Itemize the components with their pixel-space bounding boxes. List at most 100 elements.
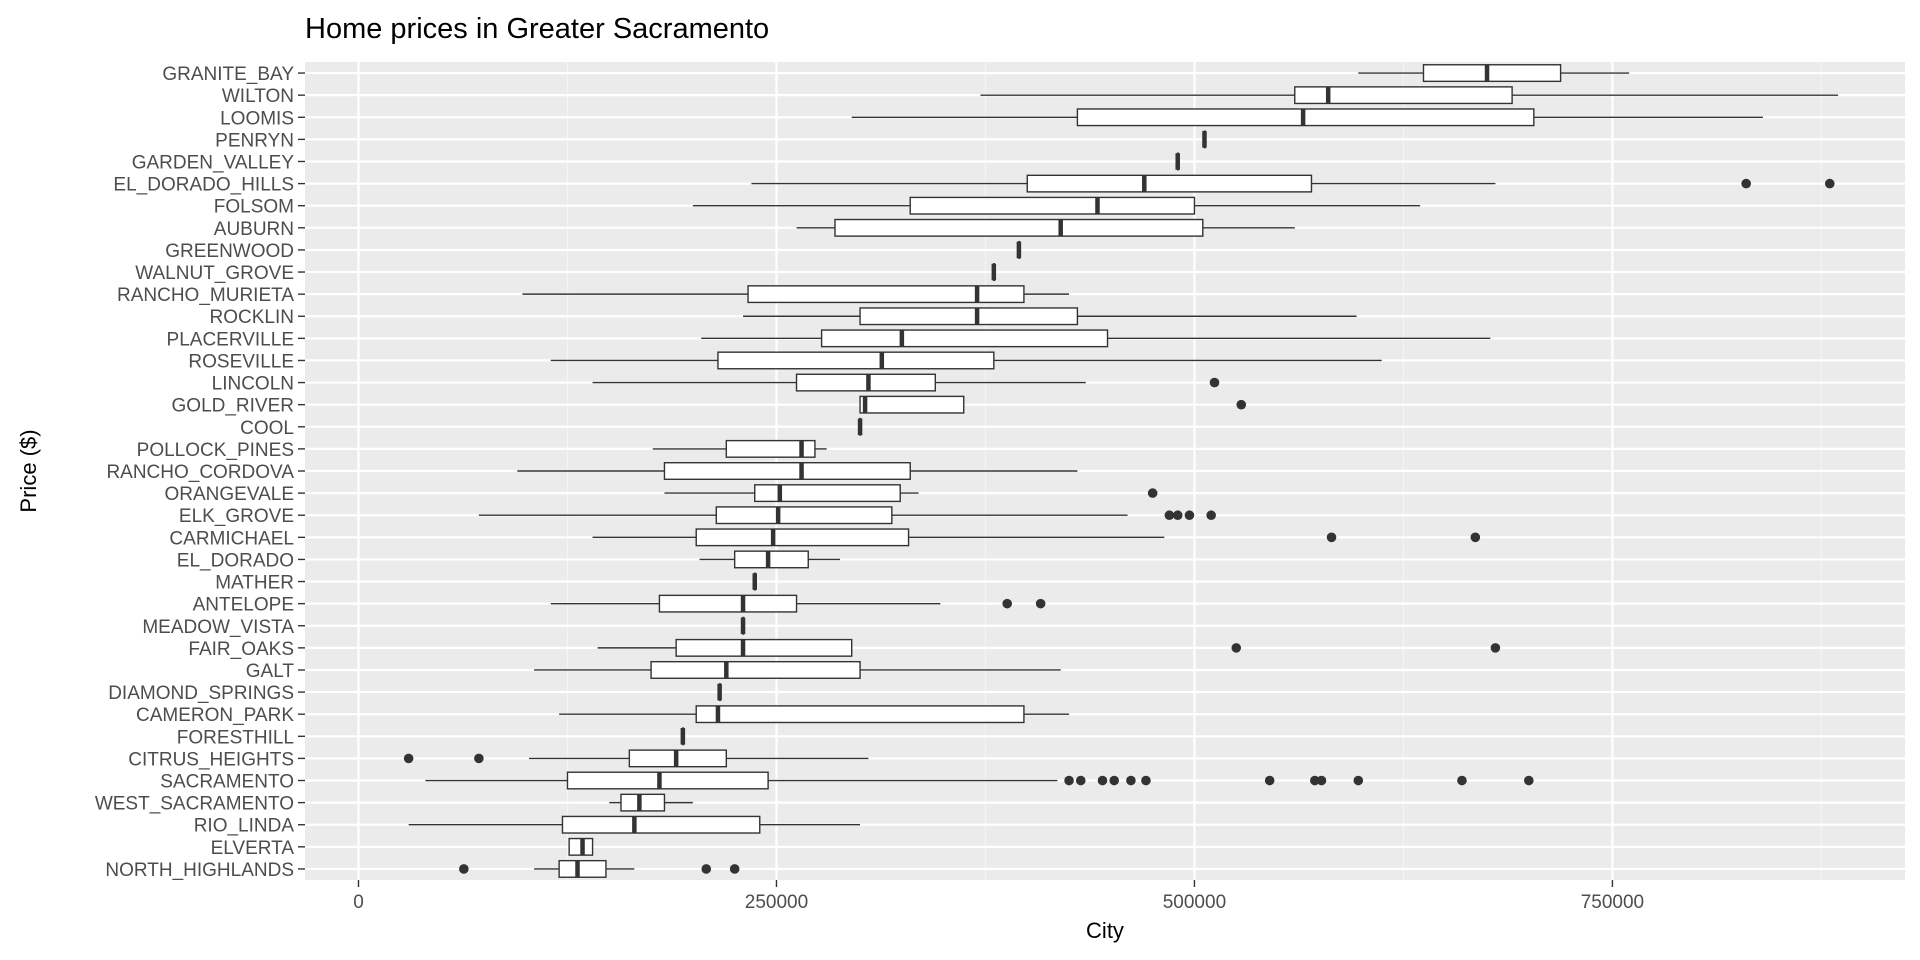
box-rio-linda [408, 815, 861, 834]
y-tick-label: POLLOCK_PINES [137, 440, 294, 461]
outlier-point [1457, 775, 1467, 786]
box-el-dorado [699, 550, 841, 569]
y-tick-label: RANCHO_MURIETA [117, 285, 294, 306]
box-iqr [820, 329, 1109, 348]
y-tick-label: RANCHO_CORDOVA [106, 462, 294, 483]
box-wilton [980, 86, 1839, 105]
box-placerville [701, 329, 1491, 348]
box-iqr [561, 815, 761, 834]
outlier-point [1184, 510, 1195, 521]
box-iqr [650, 660, 861, 679]
y-tick-label: PLACERVILLE [167, 329, 294, 350]
y-tick-label: CITRUS_HEIGHTS [128, 749, 294, 770]
box-folsom [692, 196, 1421, 215]
box-rocklin [743, 307, 1357, 326]
box-iqr [834, 218, 1204, 237]
outlier-point [701, 864, 712, 874]
y-tick-label: ELK_GROVE [179, 506, 294, 527]
box-series [403, 64, 1839, 878]
box-cameron-park [559, 705, 1070, 724]
outlier-point [1035, 598, 1046, 609]
box-iqr [566, 771, 769, 790]
y-axis-tick-labels: GRANITE_BAYWILTONLOOMISPENRYNGARDEN_VALL… [95, 64, 305, 881]
y-tick-label: GRANITE_BAY [162, 64, 294, 85]
box-elk-grove [478, 506, 1216, 525]
y-axis-title: Price ($) [16, 429, 41, 512]
box-iqr [715, 506, 893, 525]
y-tick-label: GREENWOOD [165, 241, 294, 262]
box-iqr [909, 196, 1196, 215]
x-tick-label: 750000 [1581, 892, 1644, 913]
outlier-point [1164, 510, 1175, 521]
box-granite-bay [1358, 64, 1630, 83]
outlier-point [1206, 510, 1216, 521]
box-iqr [1422, 64, 1562, 83]
y-tick-label: MEADOW_VISTA [142, 617, 294, 638]
outlier-point [1310, 775, 1320, 786]
box-carmichael [592, 528, 1481, 547]
outlier-point [1353, 775, 1364, 786]
box-garden-valley [1175, 152, 1180, 171]
box-rancho-cordova [517, 462, 1078, 480]
box-iqr [695, 528, 910, 547]
y-tick-label: ANTELOPE [193, 595, 294, 616]
y-tick-label: PENRYN [215, 130, 294, 151]
outlier-point [1109, 775, 1119, 786]
outlier-point [1236, 399, 1247, 410]
x-tick-label: 0 [353, 892, 364, 913]
box-iqr [725, 439, 816, 458]
box-iqr [733, 550, 809, 569]
outlier-point [1264, 775, 1275, 786]
box-iqr [1026, 174, 1313, 193]
box-iqr [558, 859, 607, 878]
box-iqr [658, 594, 798, 613]
box-loomis [851, 108, 1763, 127]
y-tick-label: ELVERTA [211, 838, 295, 859]
y-tick-label: RIO_LINDA [194, 816, 295, 837]
y-tick-label: GARDEN_VALLEY [132, 152, 295, 173]
box-el-dorado-hills [751, 174, 1835, 193]
y-tick-label: CARMICHAEL [169, 528, 294, 549]
box-fair-oaks [597, 638, 1501, 657]
y-tick-label: ROSEVILLE [188, 351, 294, 372]
outlier-point [474, 753, 484, 764]
y-tick-label: MATHER [215, 573, 294, 594]
y-tick-label: ORANGEVALE [164, 484, 294, 505]
outlier-point [1097, 775, 1108, 786]
outlier-point [1172, 510, 1183, 521]
box-diamond-springs [717, 683, 722, 702]
outlier-point [1075, 775, 1086, 786]
box-iqr [717, 351, 995, 370]
box-citrus-heights [403, 749, 869, 768]
box-galt [534, 660, 1061, 679]
box-auburn [796, 218, 1295, 237]
box-mather [752, 572, 757, 591]
y-tick-label: ROCKLIN [210, 307, 294, 328]
outlier-point [729, 864, 740, 874]
outlier-point [1524, 775, 1534, 786]
box-iqr [747, 285, 1025, 304]
box-lincoln [592, 373, 1220, 392]
x-tick-label: 500000 [1163, 892, 1226, 913]
box-iqr [859, 395, 965, 414]
y-tick-label: WILTON [222, 86, 294, 107]
y-tick-label: GALT [246, 661, 295, 682]
box-foresthill [680, 727, 686, 746]
box-sacramento [425, 771, 1534, 790]
box-gold-river [859, 395, 1247, 414]
y-tick-label: NORTH_HIGHLANDS [105, 860, 294, 881]
box-pollock-pines [652, 439, 827, 458]
chart-title: Home prices in Greater Sacramento [305, 13, 769, 45]
y-tick-label: COOL [240, 418, 294, 439]
box-iqr [620, 793, 666, 812]
box-cool [857, 417, 863, 436]
outlier-point [1147, 488, 1158, 498]
box-iqr [795, 373, 937, 392]
outlier-point [1316, 775, 1327, 786]
y-tick-label: WEST_SACRAMENTO [95, 794, 294, 815]
y-tick-label: FORESTHILL [177, 727, 294, 748]
outlier-point [1064, 775, 1074, 786]
x-axis: 0 250000 500000 750000 [353, 880, 1644, 913]
outlier-point [1741, 178, 1751, 189]
